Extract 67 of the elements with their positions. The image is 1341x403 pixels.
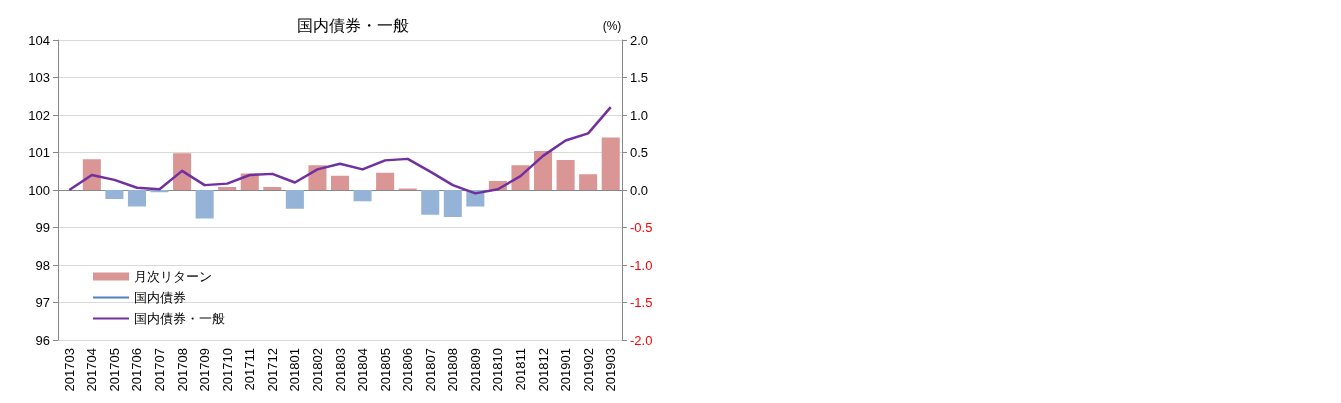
y-tick-label: 100 (28, 182, 50, 198)
x-tick-label: 201804 (355, 348, 371, 392)
line-series (68, 105, 612, 195)
x-tick-label: 201807 (422, 348, 438, 392)
bar (556, 160, 575, 190)
y2-tick-label: -1.5 (630, 295, 653, 310)
x-tick-label: 201711 (242, 348, 258, 391)
y-tick-label: 99 (35, 220, 50, 235)
x-tick-label: 201801 (287, 348, 303, 392)
y2-tick-label: 1.5 (630, 70, 649, 85)
bar (376, 172, 395, 190)
x-tick-label: 201809 (467, 348, 483, 392)
y-tick-label: 103 (28, 70, 50, 85)
legend-label: 国内債券・一般 (134, 311, 225, 326)
x-tick-label: 201903 (603, 348, 619, 392)
bar (353, 190, 372, 202)
y2-axis-title: (%) (602, 19, 622, 33)
bar (421, 190, 440, 215)
y-tick-label: 102 (28, 107, 50, 123)
y2-tick-label: 1.0 (630, 107, 649, 123)
y-tick-label: 101 (28, 145, 50, 160)
y2-tick-label: -1.0 (630, 257, 653, 273)
y-tick-label: 104 (28, 32, 50, 48)
x-tick-label: 201707 (152, 348, 168, 392)
bar (105, 190, 124, 199)
x-tick-label: 201811 (512, 348, 528, 391)
x-tick-label: 201709 (197, 348, 213, 392)
x-tick-label: 201812 (535, 348, 551, 392)
x-tick-label: 201802 (309, 348, 325, 392)
legend-label: 月次リターン (134, 269, 212, 284)
y2-tick-label: -2.0 (630, 332, 653, 348)
x-tick-label: 201803 (332, 348, 348, 392)
y2-tick-label: 2.0 (630, 32, 649, 48)
bar (601, 137, 620, 190)
x-tick-label: 201805 (377, 348, 393, 392)
y2-tick-label: 0.0 (630, 182, 649, 198)
x-tick-label: 201902 (580, 348, 596, 392)
legend-label: 国内債券 (134, 290, 186, 305)
x-tick-label: 201806 (400, 348, 416, 392)
y-tick-label: 96 (35, 332, 50, 348)
x-tick-label: 201706 (129, 348, 145, 392)
y-tick-label: 98 (35, 257, 50, 273)
bar (127, 190, 146, 207)
x-tick-label: 201810 (490, 348, 506, 392)
x-tick-label: 201704 (84, 348, 100, 392)
chart-title: 国内債券・一般 (297, 16, 409, 34)
bar (263, 187, 282, 190)
x-tick-label: 201901 (558, 348, 574, 392)
bar (443, 190, 462, 217)
x-tick-label: 201808 (445, 348, 461, 392)
x-tick-label: 201710 (219, 348, 235, 392)
bar (579, 174, 598, 190)
x-tick-label: 201712 (264, 348, 280, 392)
bar (534, 151, 553, 190)
y2-tick-label: -0.5 (630, 220, 653, 235)
bar (195, 190, 214, 219)
bar (218, 187, 237, 190)
bar (173, 153, 192, 190)
bar (82, 159, 101, 190)
x-tick-label: 201708 (174, 348, 190, 392)
x-tick-label: 201705 (106, 348, 122, 392)
x-tick-label: 201703 (61, 348, 77, 392)
bar (150, 190, 169, 193)
y2-tick-label: 0.5 (630, 145, 649, 160)
bar (330, 175, 350, 190)
bar (285, 190, 304, 209)
y-tick-label: 97 (35, 295, 50, 310)
